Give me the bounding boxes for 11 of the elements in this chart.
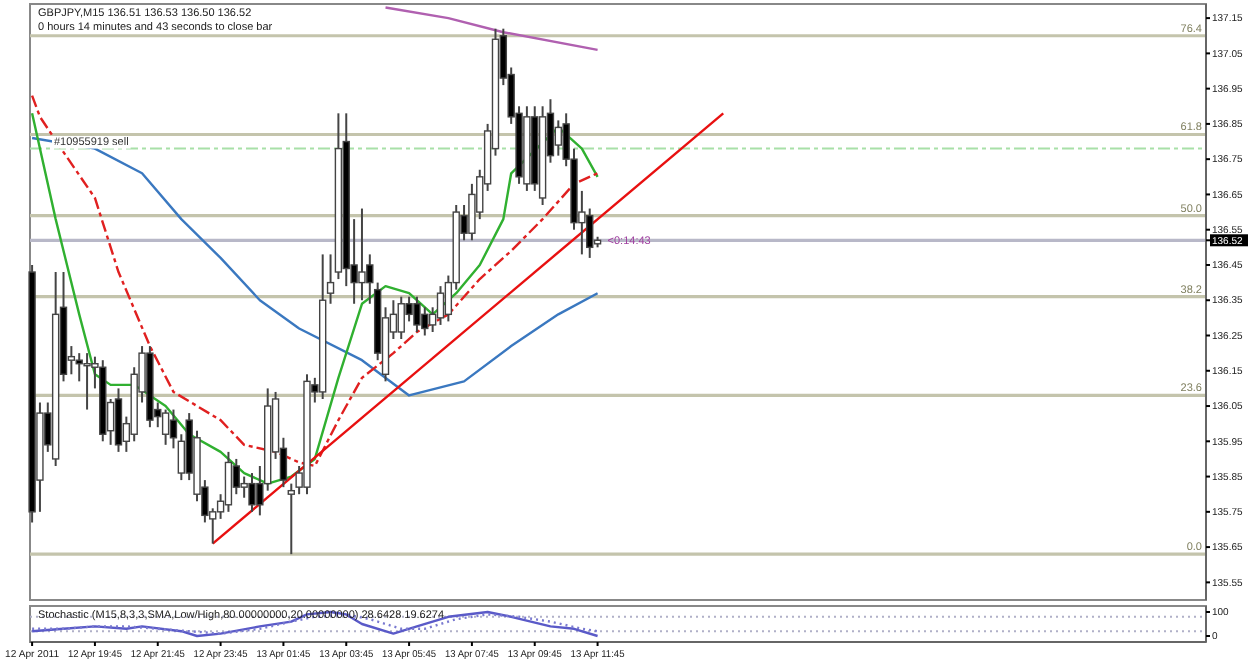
candlestick: [114, 387, 123, 453]
candlestick: [161, 408, 170, 446]
candlestick: [554, 119, 563, 157]
candlestick: [224, 450, 233, 513]
line-series: [30, 136, 599, 397]
candlestick: [413, 295, 421, 333]
candlestick: [358, 207, 366, 302]
candlestick: [397, 295, 405, 341]
candlestick: [248, 472, 256, 513]
candlestick: [83, 352, 91, 411]
line-series: [384, 6, 599, 52]
